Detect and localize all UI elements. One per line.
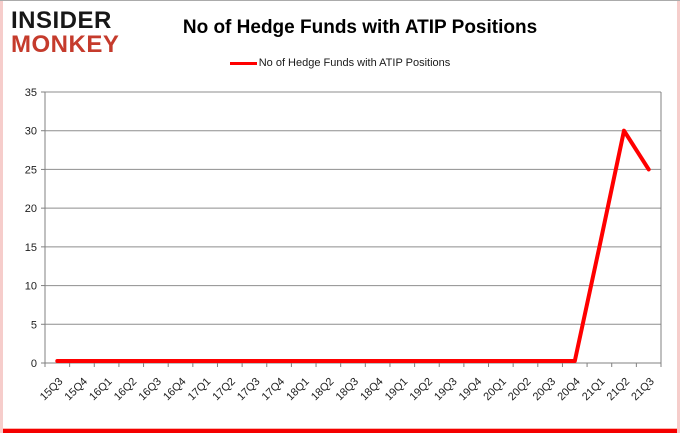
logo-line1: INSIDER [11,7,112,34]
insider-monkey-logo: INSIDER MONKEY [11,9,119,57]
x-axis-label: 16Q4 [161,376,189,404]
y-axis-label: 20 [25,203,37,215]
y-axis-label: 30 [25,126,37,138]
x-axis-label: 19Q3 [432,376,460,404]
x-axis-label: 19Q2 [408,376,436,404]
x-axis-label: 17Q4 [260,376,288,404]
chart-title: No of Hedge Funds with ATIP Positions [182,17,538,38]
x-axis-label: 16Q2 [112,376,140,404]
x-axis-label: 18Q1 [284,376,312,404]
x-axis-label: 15Q4 [63,376,91,404]
x-axis-label: 20Q4 [555,376,583,404]
x-axis-label: 20Q2 [506,376,534,404]
y-axis-label: 35 [25,87,37,99]
x-axis-label: 18Q2 [309,376,337,404]
x-axis-label: 20Q3 [531,376,559,404]
x-axis-label: 18Q4 [358,376,386,404]
y-axis-label: 15 [25,242,37,254]
x-axis-label: 21Q3 [629,376,657,404]
y-axis-label: 0 [31,358,37,370]
x-axis-label: 17Q1 [186,376,214,404]
y-axis-label: 5 [31,319,37,331]
x-axis-label: 16Q1 [87,376,115,404]
x-axis-label: 15Q3 [38,376,66,404]
legend: No of Hedge Funds with ATIP Positions [0,57,680,69]
legend-line-swatch [229,61,257,65]
y-axis-label: 25 [25,164,37,176]
x-axis-label: 17Q3 [235,376,263,404]
x-axis-label: 18Q3 [334,376,362,404]
x-axis-label: 21Q1 [580,376,608,404]
series-line [55,128,651,363]
x-axis-label: 19Q4 [457,376,485,404]
y-axis-label: 10 [25,281,37,293]
x-axis-label: 20Q1 [481,376,509,404]
legend-label: No of Hedge Funds with ATIP Positions [258,57,451,69]
logo-line2: MONKEY [11,31,120,58]
x-axis-label: 17Q2 [210,376,238,404]
x-axis-label: 19Q1 [383,376,411,404]
x-axis-label: 16Q3 [136,376,164,404]
x-axis-label: 21Q2 [605,376,633,404]
